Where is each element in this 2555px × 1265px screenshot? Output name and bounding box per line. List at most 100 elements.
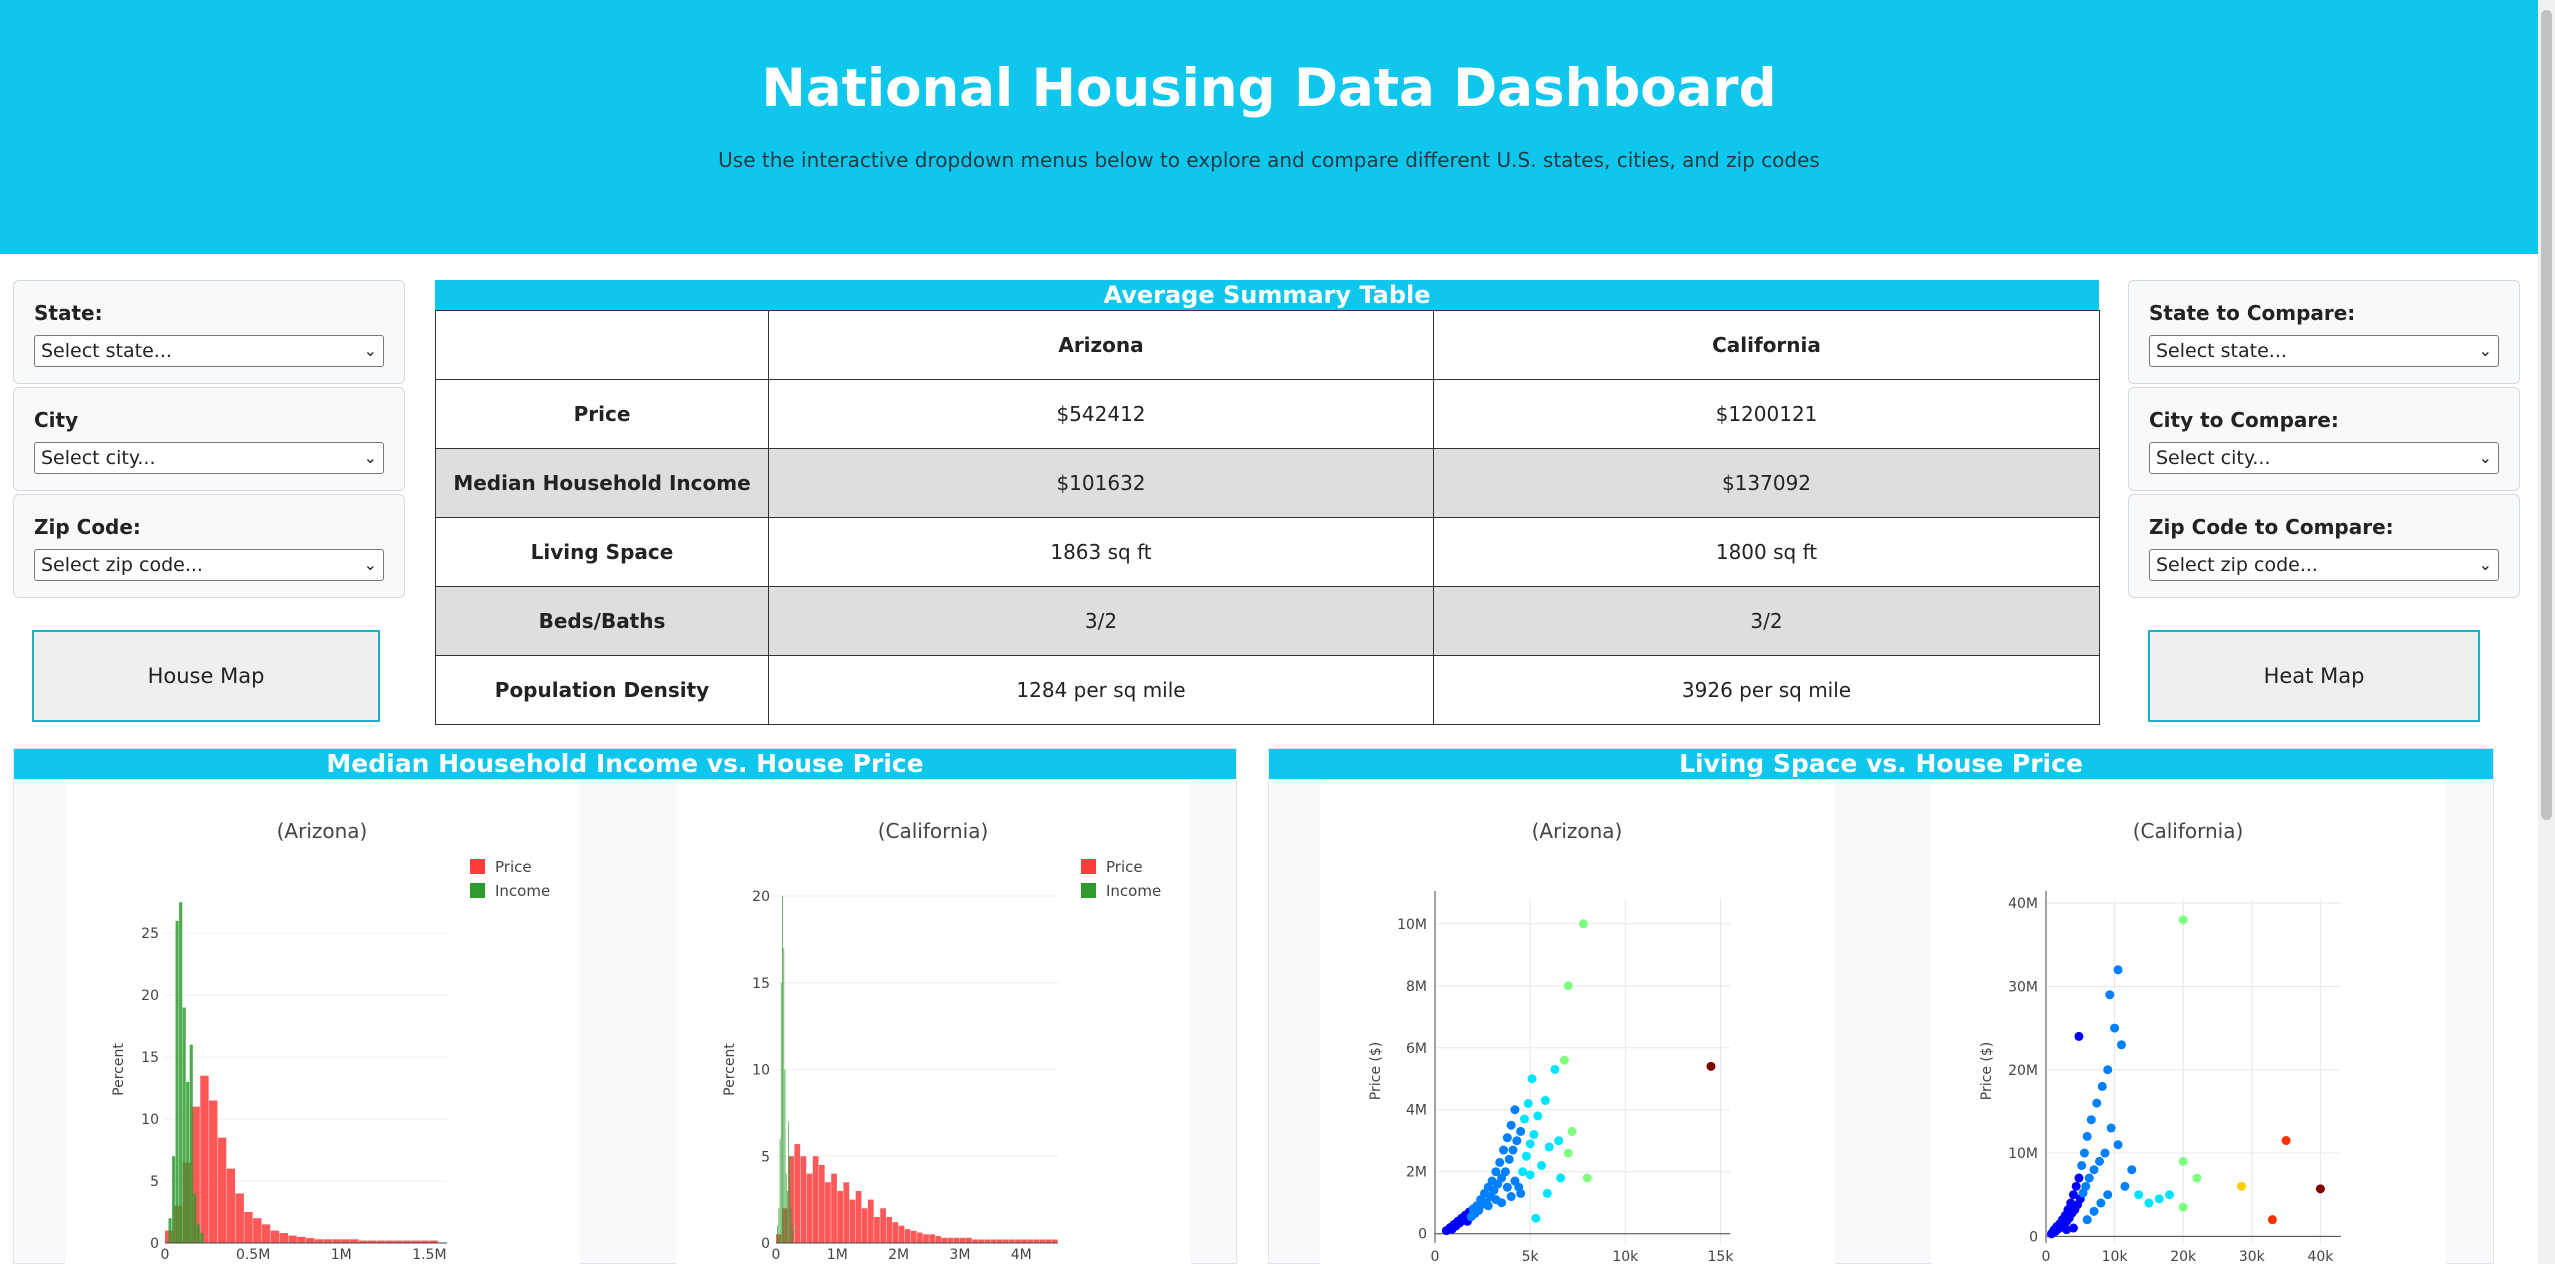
- histogram-bar-income: [179, 902, 183, 1243]
- chevron-down-icon: ⌄: [2478, 448, 2492, 467]
- vertical-scrollbar[interactable]: [2538, 0, 2555, 1264]
- histogram-bar-income: [168, 1218, 172, 1243]
- chevron-down-icon: ⌄: [363, 448, 377, 467]
- y-tick-label: 40M: [2008, 896, 2038, 912]
- x-tick-label: 0: [1431, 1249, 1440, 1265]
- histogram-bar-income: [785, 1173, 787, 1243]
- histogram-bar-income: [186, 1081, 190, 1243]
- scatter-point: [1563, 981, 1573, 991]
- scatter-point: [1516, 1188, 1526, 1198]
- legend-swatch-income: [470, 883, 485, 898]
- scatter-point: [2095, 1156, 2105, 1166]
- scatter-point: [2082, 1215, 2092, 1225]
- compare-state-dropdown[interactable]: Select state... ⌄: [2149, 335, 2499, 367]
- histogram-bar-price: [402, 1240, 412, 1243]
- state-dropdown[interactable]: Select state... ⌄: [34, 335, 384, 367]
- histogram-bar-price: [972, 1239, 978, 1243]
- scatter-point: [2079, 1148, 2089, 1158]
- histogram-bar-price: [996, 1239, 1003, 1243]
- california-histogram-svg: (California) 0 5 10 15 20 0 1M 2M 3M 4M Percent Pric…: [722, 819, 1161, 1263]
- x-tick-label: 1.5M: [412, 1247, 446, 1263]
- scatter-point: [2281, 1136, 2291, 1146]
- scatter-point: [2178, 1202, 2188, 1212]
- legend-swatch-price: [1081, 859, 1096, 874]
- scatter-point: [2192, 1173, 2202, 1183]
- histogram-bar-income: [783, 948, 785, 1243]
- histogram-bar-price: [217, 1137, 227, 1243]
- histogram-bar-price: [350, 1239, 359, 1243]
- table-row: Population Density 1284 per sq mile 3926…: [435, 655, 2100, 725]
- scatter-point: [1491, 1195, 1501, 1205]
- income-panel-title: Median Household Income vs. House Price: [14, 749, 1236, 779]
- table-row: Living Space 1863 sq ft 1800 sq ft: [435, 517, 2100, 587]
- chevron-down-icon: ⌄: [363, 555, 377, 574]
- california-scatter: (California) 0 10M 20M 30M 40M 0 10k 20k 30k 40k Pr…: [1931, 781, 2446, 1265]
- histogram-bar-price: [855, 1190, 862, 1243]
- histogram-bar-price: [279, 1233, 288, 1243]
- y-tick-label: 5: [761, 1149, 770, 1165]
- scatter-point: [1516, 1126, 1526, 1136]
- histogram-bar-price: [1039, 1239, 1046, 1243]
- city-dropdown[interactable]: Select city... ⌄: [34, 442, 384, 474]
- histogram-bar-price: [849, 1199, 856, 1243]
- scatter-point: [2062, 1225, 2072, 1235]
- scatter-point: [2113, 1140, 2123, 1150]
- summary-table-panel: Average Summary Table Arizona California…: [435, 280, 2100, 725]
- histogram-bar-price: [806, 1173, 813, 1243]
- scatter-point: [2178, 915, 2188, 925]
- y-tick-label: 0: [761, 1236, 770, 1252]
- house-map-button[interactable]: House Map: [32, 630, 380, 722]
- scatter-point: [2096, 1198, 2106, 1208]
- histogram-bar-price: [1008, 1239, 1015, 1243]
- compare-state-label: State to Compare:: [2149, 301, 2356, 325]
- scatter-point: [2116, 1040, 2126, 1050]
- histogram-bar-income: [789, 1156, 791, 1243]
- scatter-point: [2089, 1165, 2099, 1175]
- histogram-bar-income: [196, 1224, 200, 1243]
- cell-value: 3926 per sq mile: [1433, 655, 2100, 725]
- histogram-bar-price: [861, 1208, 868, 1243]
- histogram-bar-price: [1021, 1239, 1027, 1243]
- histogram-bar-price: [794, 1144, 801, 1243]
- scatter-point: [2144, 1198, 2154, 1208]
- scatter-point: [2103, 1190, 2113, 1200]
- scatter-point: [2068, 1190, 2078, 1200]
- scrollbar-thumb[interactable]: [2541, 10, 2552, 820]
- x-tick-label: 2M: [888, 1247, 909, 1263]
- scatter-point: [2066, 1198, 2076, 1208]
- y-tick-label: 25: [141, 926, 159, 942]
- histogram-bar-price: [917, 1232, 923, 1243]
- scatter-point: [1525, 1170, 1535, 1180]
- histogram-bar-price: [253, 1218, 262, 1243]
- scatter-point: [2092, 1098, 2102, 1108]
- histogram-bar-price: [935, 1236, 942, 1243]
- legend-label: Price: [1106, 858, 1143, 876]
- histogram-bar-price: [1027, 1239, 1034, 1243]
- histogram-bar-price: [886, 1216, 893, 1243]
- histogram-bar-price: [800, 1156, 807, 1243]
- histogram-bar-price: [1045, 1239, 1052, 1243]
- heat-map-button[interactable]: Heat Map: [2148, 630, 2480, 722]
- compare-city-dropdown[interactable]: Select city... ⌄: [2149, 442, 2499, 474]
- table-row: Beds/Baths 3/2 3/2: [435, 586, 2100, 656]
- compare-zip-dropdown[interactable]: Select zip code... ⌄: [2149, 549, 2499, 581]
- histogram-bar-income: [779, 1138, 781, 1243]
- histogram-bar-price: [376, 1240, 385, 1243]
- scatter-point: [2081, 1181, 2091, 1191]
- state-dropdown-value: Select state...: [41, 340, 172, 362]
- histogram-bar-price: [947, 1237, 954, 1243]
- scatter-point: [1529, 1130, 1539, 1140]
- histogram-bar-price: [966, 1237, 972, 1243]
- zip-dropdown[interactable]: Select zip code... ⌄: [34, 549, 384, 581]
- histogram-bar-price: [1033, 1239, 1040, 1243]
- compare-city-label: City to Compare:: [2149, 408, 2339, 432]
- scatter-point: [2071, 1181, 2081, 1191]
- y-axis-label: Price ($): [1368, 1042, 1384, 1100]
- scatter-point: [1512, 1136, 1522, 1146]
- scatter-point: [1508, 1145, 1518, 1155]
- histogram-bar-price: [1051, 1239, 1058, 1243]
- scatter-point: [2084, 1173, 2094, 1183]
- x-tick-label: 1M: [331, 1247, 352, 1263]
- y-tick-label: 5: [150, 1174, 159, 1190]
- y-tick-label: 30M: [2008, 979, 2038, 995]
